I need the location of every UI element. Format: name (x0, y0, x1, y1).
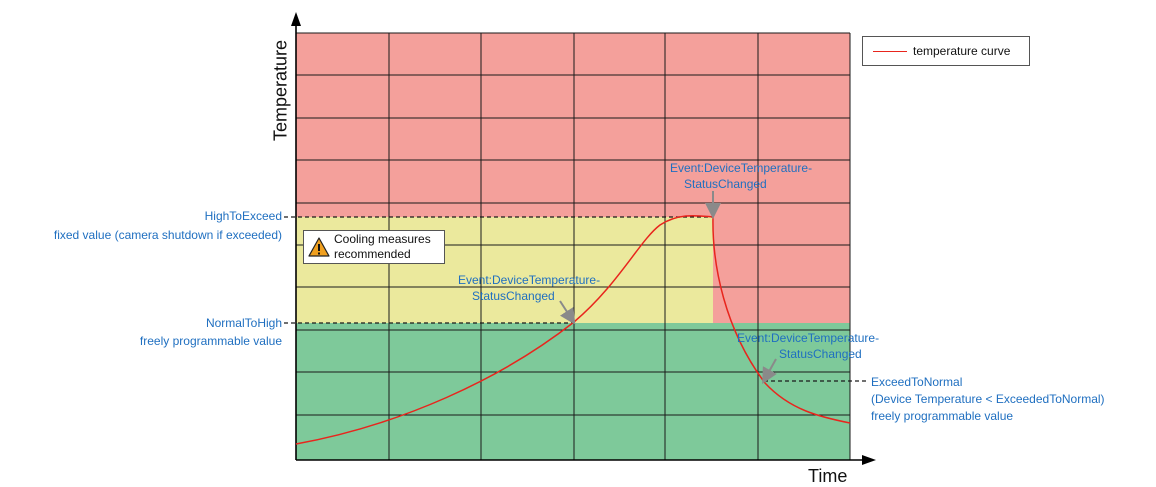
event-label-1-line2: StatusChanged (472, 289, 555, 303)
cooling-warning-text: Cooling measures recommended (334, 232, 431, 262)
normal-to-high-label: NormalToHigh (205, 316, 282, 330)
event-arrow-3 (762, 358, 777, 384)
axes (295, 22, 868, 461)
y-axis-title: Temperature (270, 39, 291, 142)
exceed-to-normal-label: ExceedToNormal (871, 375, 963, 389)
cooling-warning-line1: Cooling measures (334, 232, 431, 246)
event-label-3-line1: Event:DeviceTemperature- (737, 331, 880, 345)
exceed-to-normal-condition: (Device Temperature < ExceededToNormal) (871, 392, 1105, 406)
high-to-exceed-label: HighToExceed (204, 209, 282, 223)
event-label-2-line1: Event:DeviceTemperature- (670, 161, 813, 175)
x-axis-arrowhead (862, 455, 876, 465)
exceed-to-normal-desc: freely programmable value (871, 409, 1014, 423)
legend-label: temperature curve (913, 44, 1011, 58)
legend-swatch (873, 51, 907, 52)
event-arrow-1 (559, 300, 576, 325)
event-label-1-line1: Event:DeviceTemperature- (458, 273, 601, 287)
x-axis-title: Time (808, 466, 848, 486)
warning-triangle-icon (308, 237, 330, 257)
zone-high (296, 33, 850, 217)
cooling-warning-line2: recommended (334, 247, 411, 261)
cooling-warning-note: Cooling measures recommended (303, 230, 445, 264)
threshold-lines (284, 216, 866, 382)
normal-to-high-desc: freely programmable value (139, 334, 282, 348)
event-label-2-line2: StatusChanged (684, 177, 767, 191)
legend: temperature curve (862, 36, 1030, 66)
y-axis-arrowhead (291, 12, 301, 26)
event-label-3-line2: StatusChanged (779, 347, 862, 361)
high-to-exceed-desc: fixed value (camera shutdown if exceeded… (53, 228, 282, 242)
zone-warning-right (713, 217, 850, 323)
